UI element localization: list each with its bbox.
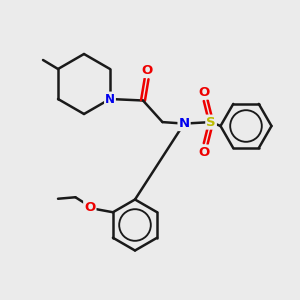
Text: O: O — [199, 146, 210, 159]
Text: O: O — [199, 85, 210, 99]
Text: O: O — [142, 64, 153, 77]
Text: N: N — [105, 92, 115, 106]
Text: S: S — [206, 116, 216, 129]
Text: O: O — [84, 201, 95, 214]
Text: N: N — [178, 117, 190, 130]
